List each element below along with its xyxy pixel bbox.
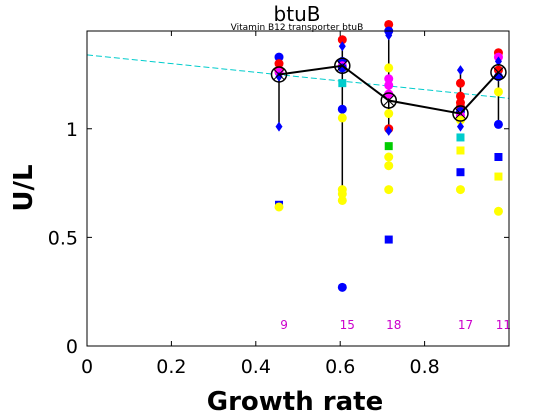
data-point (493, 65, 503, 75)
mean-marker-cross (455, 108, 466, 119)
mean-marker-cross (493, 66, 504, 78)
data-point (384, 63, 394, 73)
data-point (384, 80, 394, 90)
data-point (384, 152, 394, 162)
y-tick-label: 0 (66, 336, 78, 358)
data-point (455, 115, 465, 125)
data-point (456, 133, 465, 142)
data-point (493, 206, 503, 216)
x-axis-label: Growth rate (207, 387, 383, 417)
data-point (494, 172, 503, 181)
data-point (337, 195, 347, 205)
count-label: 17 (458, 318, 473, 332)
data-point (456, 168, 465, 177)
data-point (384, 235, 393, 244)
mean-marker (452, 105, 469, 122)
data-point (455, 91, 465, 101)
plot-area: 9 15 18 17 11 (86, 19, 511, 332)
data-point (337, 113, 347, 123)
data-point (455, 185, 465, 195)
data-point (274, 59, 284, 69)
mean-marker-cross (383, 95, 395, 106)
data-point (274, 202, 284, 212)
x-tick-label: 0 (81, 356, 93, 378)
data-point (337, 104, 347, 114)
trend-line (86, 54, 510, 99)
data-point (338, 41, 346, 52)
data-point (384, 19, 394, 29)
data-point (338, 79, 347, 88)
data-point (274, 52, 284, 62)
data-point (384, 109, 394, 119)
chart-title: btuB (274, 2, 321, 26)
data-point (384, 74, 394, 84)
mean-marker-cross (273, 69, 285, 80)
x-tick-label: 0.4 (241, 356, 271, 378)
x-tick-label: 0.8 (409, 356, 439, 378)
y-tick-label: 0.5 (48, 227, 78, 249)
data-point (456, 65, 464, 76)
chart-subtitle: Vitamin B12 transporter btuB (231, 23, 364, 33)
mean-marker (490, 64, 507, 81)
count-label: 11 (496, 318, 511, 332)
data-point (385, 30, 393, 41)
y-tick-label: 1 (66, 119, 78, 141)
plot-frame (86, 30, 510, 347)
count-label: 9 (280, 318, 288, 332)
data-point (275, 121, 283, 132)
y-axis-label: U/L (9, 164, 39, 211)
data-point (455, 78, 465, 88)
data-point (384, 142, 393, 151)
data-point (493, 119, 503, 129)
mean-marker (334, 57, 351, 75)
data-point (384, 89, 394, 99)
x-tick-label: 0.6 (325, 356, 355, 378)
data-point (456, 121, 464, 132)
mean-marker (380, 92, 397, 109)
data-point (494, 153, 503, 161)
data-point (337, 35, 347, 45)
x-tick-label: 0.2 (156, 356, 186, 378)
mean-marker (270, 66, 288, 83)
axis-ticks: 0 0.2 0.4 0.6 0.8 0 0.5 1 (48, 31, 509, 378)
count-label: 18 (386, 318, 401, 332)
data-point (384, 185, 394, 195)
data-point (385, 125, 393, 136)
data-point (337, 189, 347, 199)
data-point (384, 161, 394, 171)
data-point (493, 87, 503, 97)
data-point (456, 146, 465, 155)
data-point (337, 282, 347, 292)
count-label: 15 (340, 318, 355, 332)
data-point (494, 56, 502, 67)
mean-marker-cross (336, 60, 348, 72)
